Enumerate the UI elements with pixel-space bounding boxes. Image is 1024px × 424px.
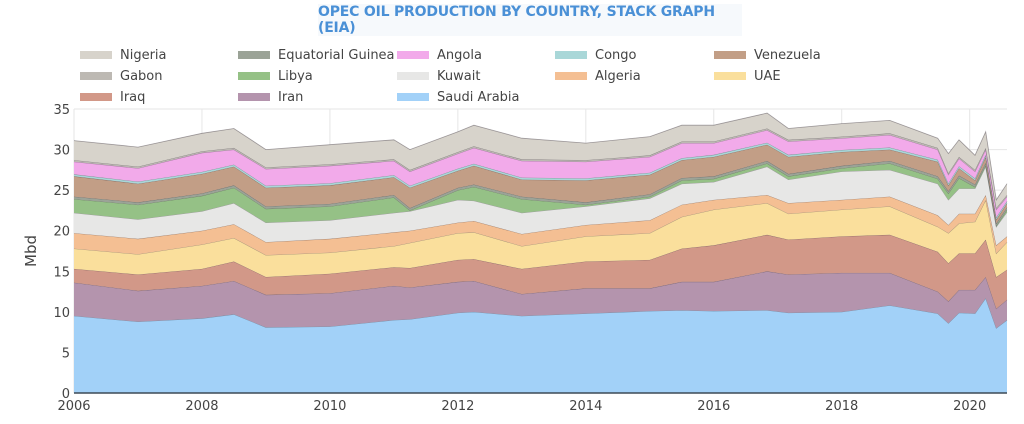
x-tick-label: 2012 bbox=[441, 399, 474, 414]
y-tick-label: 5 bbox=[62, 346, 70, 361]
x-tick-label: 2006 bbox=[57, 399, 90, 414]
x-tick-label: 2008 bbox=[185, 399, 218, 414]
x-tick-label: 2018 bbox=[825, 399, 858, 414]
area-uae bbox=[74, 199, 1007, 277]
legend-label: Venezuela bbox=[754, 47, 821, 63]
chart-title: OPEC OIL PRODUCTION BY COUNTRY, STACK GR… bbox=[318, 4, 715, 36]
legend-item-nigeria[interactable]: Nigeria bbox=[80, 47, 167, 63]
legend-swatch bbox=[555, 72, 587, 80]
area-nigeria bbox=[74, 113, 1007, 208]
legend-swatch bbox=[238, 93, 270, 101]
legend-label: Nigeria bbox=[120, 47, 167, 63]
legend-item-venezuela[interactable]: Venezuela bbox=[714, 47, 821, 63]
x-tick-label: 2014 bbox=[569, 399, 602, 414]
area-iran bbox=[74, 271, 1007, 329]
y-tick-label: 25 bbox=[53, 184, 70, 199]
legend-label: Algeria bbox=[595, 68, 641, 84]
line-nigeria bbox=[73, 112, 1008, 201]
y-tick-label: 35 bbox=[53, 103, 70, 118]
y-axis-label: Mbd bbox=[22, 235, 40, 267]
legend-item-saudi-arabia[interactable]: Saudi Arabia bbox=[397, 89, 520, 105]
legend-item-uae[interactable]: UAE bbox=[714, 68, 781, 84]
x-tick-label: 2016 bbox=[697, 399, 730, 414]
chart-title-box: OPEC OIL PRODUCTION BY COUNTRY, STACK GR… bbox=[318, 4, 742, 36]
legend-item-libya[interactable]: Libya bbox=[238, 68, 313, 84]
legend-item-equatorial-guinea[interactable]: Equatorial Guinea bbox=[238, 47, 395, 63]
area-angola bbox=[74, 130, 1007, 218]
legend-label: Iraq bbox=[120, 89, 146, 105]
legend-swatch bbox=[397, 93, 429, 101]
x-tick-label: 2010 bbox=[313, 399, 346, 414]
area-algeria bbox=[74, 195, 1007, 256]
legend-swatch bbox=[555, 51, 587, 59]
legend-label: Iran bbox=[278, 89, 304, 105]
legend-item-algeria[interactable]: Algeria bbox=[555, 68, 641, 84]
legend-label: Gabon bbox=[120, 68, 163, 84]
legend-item-congo[interactable]: Congo bbox=[555, 47, 636, 63]
area-kuwait bbox=[74, 166, 1007, 246]
legend-swatch bbox=[714, 51, 746, 59]
y-tick-label: 30 bbox=[53, 144, 70, 159]
area-venezuela bbox=[74, 144, 1007, 224]
area-saudi-arabia bbox=[74, 298, 1007, 393]
legend-label: Libya bbox=[278, 68, 313, 84]
legend-swatch bbox=[80, 93, 112, 101]
legend-item-gabon[interactable]: Gabon bbox=[80, 68, 163, 84]
y-tick-label: 10 bbox=[53, 306, 70, 321]
legend-item-kuwait[interactable]: Kuwait bbox=[397, 68, 480, 84]
legend-label: Saudi Arabia bbox=[437, 89, 520, 105]
legend-label: Congo bbox=[595, 47, 637, 63]
legend-label: Equatorial Guinea bbox=[278, 47, 395, 63]
legend-item-iraq[interactable]: Iraq bbox=[80, 89, 145, 105]
y-tick-label: 0 bbox=[62, 387, 70, 402]
legend-swatch bbox=[80, 51, 112, 59]
legend-swatch bbox=[397, 51, 429, 59]
legend-swatch bbox=[238, 72, 270, 80]
y-tick-label: 20 bbox=[53, 225, 70, 240]
legend-swatch bbox=[397, 72, 429, 80]
legend-item-iran[interactable]: Iran bbox=[238, 89, 303, 105]
legend-item-angola[interactable]: Angola bbox=[397, 47, 482, 63]
x-tick-label: 2020 bbox=[953, 399, 986, 414]
area-libya bbox=[74, 163, 1007, 227]
legend-swatch bbox=[714, 72, 746, 80]
legend: Nigeria Equatorial Guinea Angola Congo Venez… bbox=[0, 0, 1024, 110]
legend-swatch bbox=[80, 72, 112, 80]
legend-label: Kuwait bbox=[437, 68, 481, 84]
y-tick-label: 15 bbox=[53, 265, 70, 280]
area-iraq bbox=[74, 234, 1007, 309]
legend-label: Angola bbox=[437, 47, 482, 63]
legend-swatch bbox=[238, 51, 270, 59]
legend-label: UAE bbox=[754, 68, 781, 84]
